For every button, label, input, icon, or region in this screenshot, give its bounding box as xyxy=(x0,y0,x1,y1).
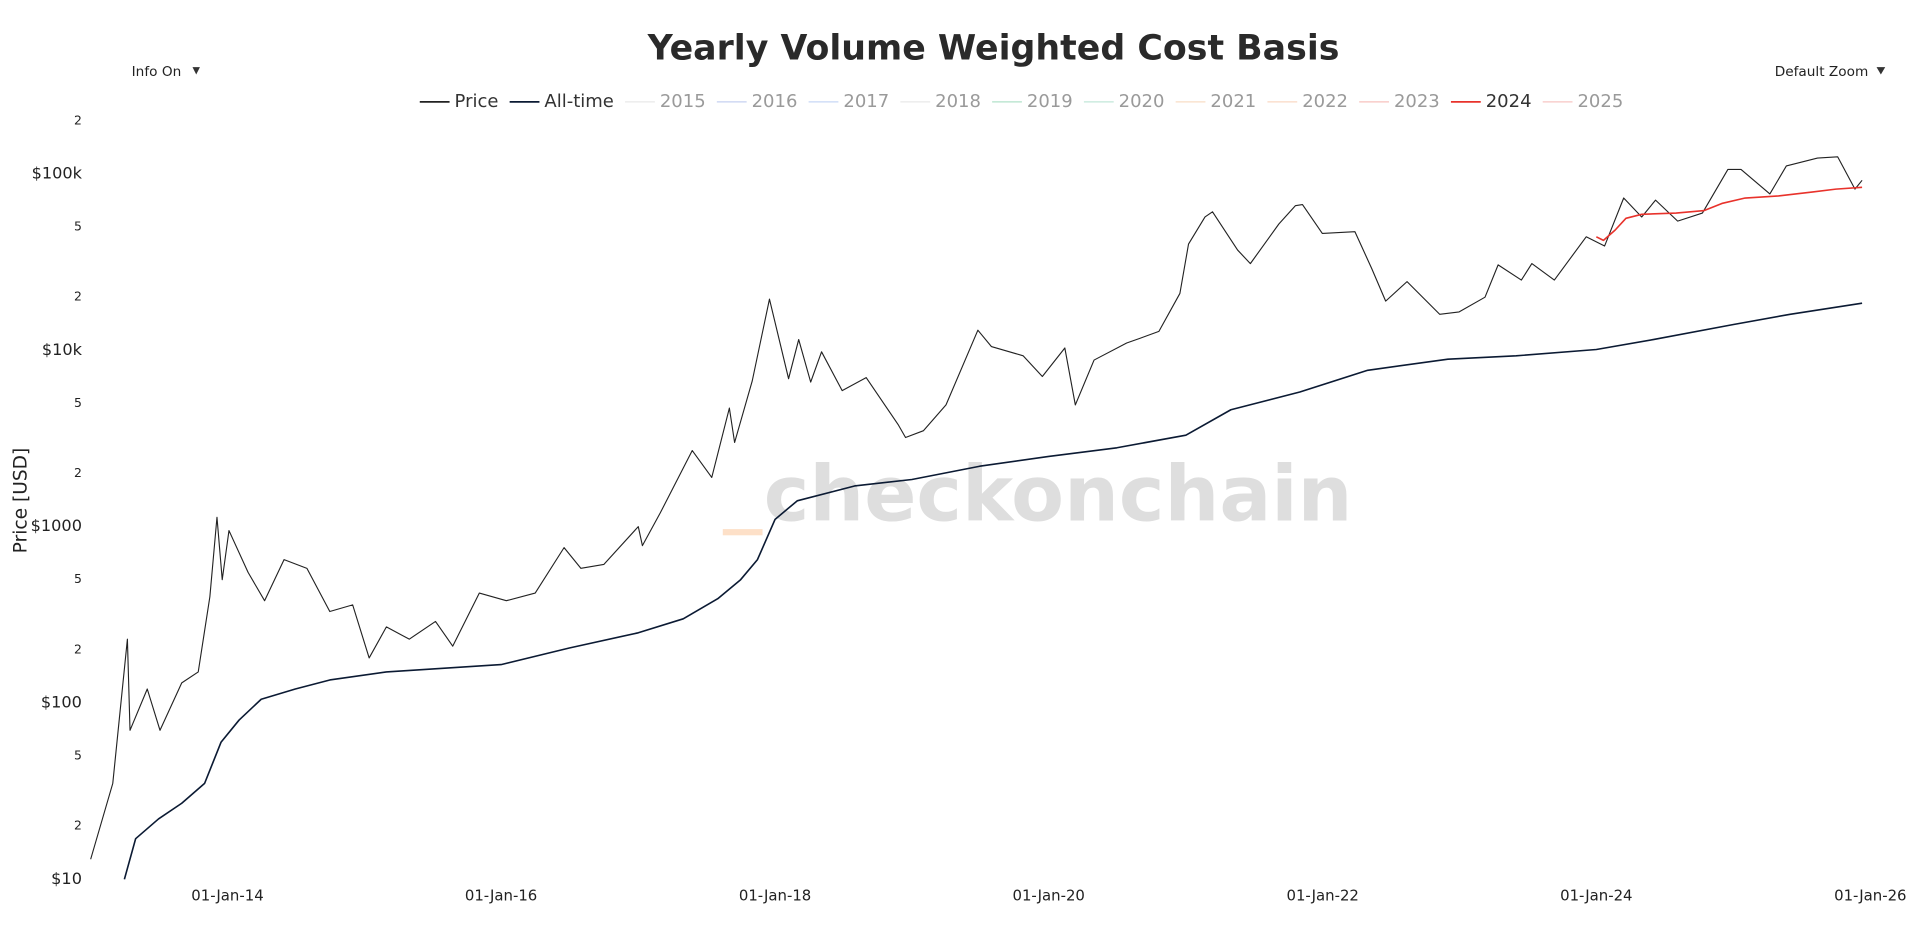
y-tick-label: $10 xyxy=(51,869,82,888)
legend-label: 2015 xyxy=(660,91,706,112)
legend-label: 2021 xyxy=(1210,91,1256,112)
y-tick-label: 5 xyxy=(74,219,82,234)
legend-item[interactable]: 2024 xyxy=(1450,91,1532,112)
legend-label: Price xyxy=(455,91,499,112)
y-tick-label: 2 xyxy=(74,289,82,304)
legend-item[interactable]: 2020 xyxy=(1083,91,1165,112)
y-tick-label: $100k xyxy=(32,163,83,182)
y-tick-label: 2 xyxy=(74,641,82,656)
legend-label: 2020 xyxy=(1119,91,1165,112)
legend-label: 2024 xyxy=(1486,91,1532,112)
legend-item[interactable]: 2021 xyxy=(1175,91,1257,112)
legend-label: 2018 xyxy=(935,91,981,112)
legend-item[interactable]: 2022 xyxy=(1267,91,1348,112)
y-tick-label: 2 xyxy=(74,465,82,480)
legend-label: 2019 xyxy=(1027,91,1073,112)
x-tick-label: 01-Jan-14 xyxy=(191,887,263,905)
series-line xyxy=(1595,186,1863,242)
x-tick-label: 01-Jan-22 xyxy=(1286,887,1358,905)
y-tick-label: 2 xyxy=(74,112,82,127)
legend-label: 2017 xyxy=(843,91,889,112)
chart-title: Yearly Volume Weighted Cost Basis xyxy=(647,29,1340,69)
y-tick-label: $1000 xyxy=(31,516,82,535)
y-tick-label: 5 xyxy=(74,571,82,586)
y-tick-label: 5 xyxy=(74,395,82,410)
legend-item[interactable]: 2023 xyxy=(1359,91,1440,112)
legend-item[interactable]: 2025 xyxy=(1542,91,1624,112)
dropdown-arrow[interactable] xyxy=(192,67,200,75)
legend-item[interactable]: All-time xyxy=(509,91,614,112)
legend-item[interactable]: 2016 xyxy=(716,91,798,112)
x-tick-label: 01-Jan-24 xyxy=(1560,887,1632,905)
x-tick-label: 01-Jan-20 xyxy=(1012,887,1084,905)
legend-label: All-time xyxy=(544,91,613,112)
info-toggle[interactable]: Info On xyxy=(132,64,182,80)
y-axis-title: Price [USD] xyxy=(11,448,32,554)
legend-item[interactable]: 2018 xyxy=(900,91,981,112)
legend-item[interactable]: Price xyxy=(419,91,499,112)
legend-item[interactable]: 2015 xyxy=(625,91,706,112)
legend-label: 2016 xyxy=(752,91,798,112)
x-tick-label: 01-Jan-26 xyxy=(1834,887,1906,905)
legend-label: 2023 xyxy=(1394,91,1440,112)
legend-label: 2022 xyxy=(1302,91,1348,112)
series-line xyxy=(123,302,1863,880)
legend-item[interactable]: 2019 xyxy=(992,91,1073,112)
y-tick-label: 2 xyxy=(74,818,82,833)
y-tick-label: $10k xyxy=(42,340,83,359)
watermark: checkonchain xyxy=(764,450,1353,539)
series-line xyxy=(90,156,1863,860)
dropdown-arrow[interactable] xyxy=(1876,67,1886,75)
x-tick-label: 01-Jan-16 xyxy=(465,887,537,905)
x-tick-label: 01-Jan-18 xyxy=(739,887,811,905)
legend-item[interactable]: 2017 xyxy=(808,91,890,112)
zoom-select[interactable]: Default Zoom xyxy=(1775,64,1869,80)
y-tick-label: $100 xyxy=(41,692,82,711)
watermark-logo xyxy=(722,529,763,536)
y-tick-label: 5 xyxy=(74,748,82,763)
legend-label: 2025 xyxy=(1577,91,1623,112)
